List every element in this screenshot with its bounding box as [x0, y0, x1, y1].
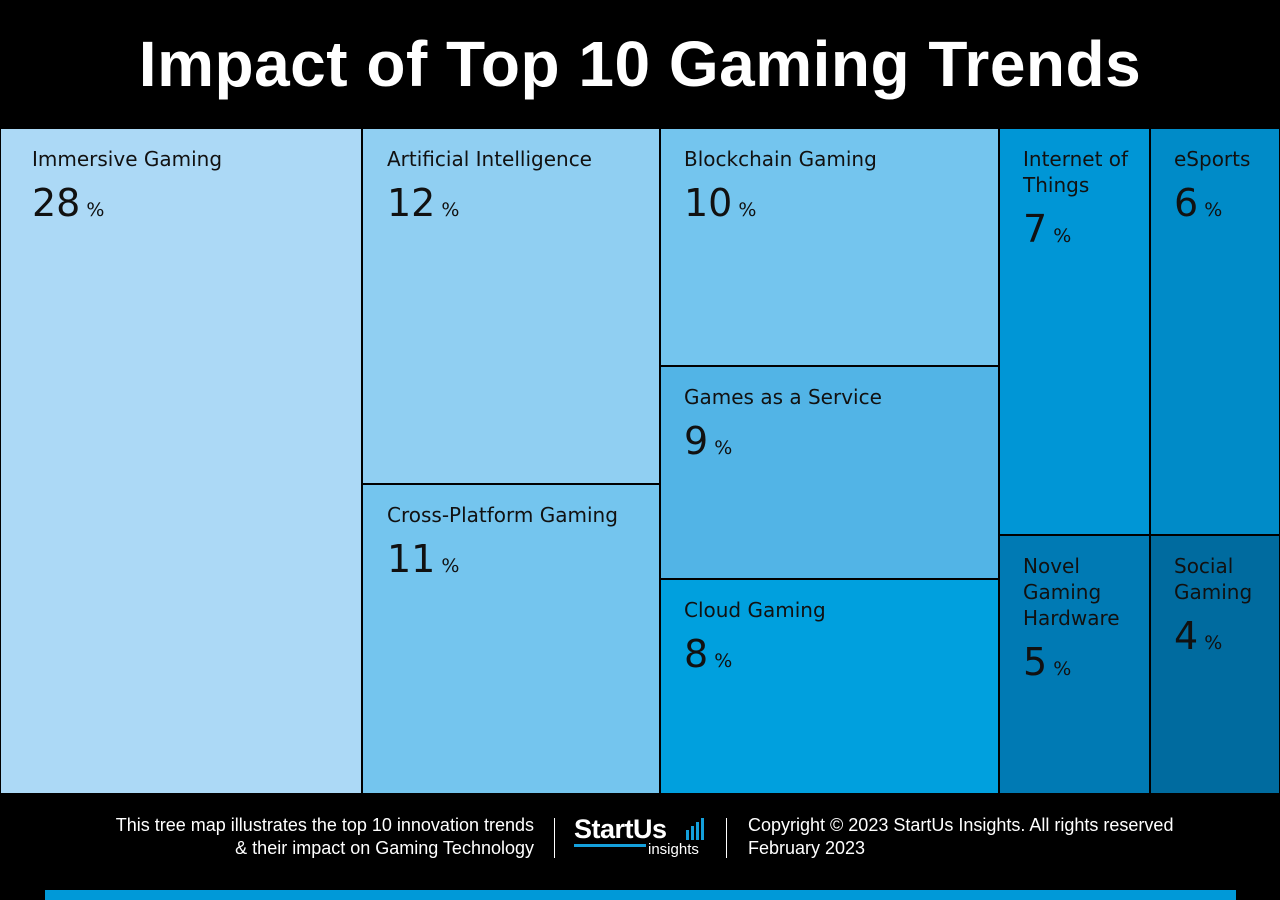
tile-value-number: 12 — [387, 181, 436, 225]
footer-divider-right — [726, 818, 727, 858]
tile-label: Internet of Things — [1023, 147, 1129, 197]
tile-label: Games as a Service — [684, 385, 882, 409]
tile-value: 8% — [684, 632, 732, 676]
treemap-tile-internet-of-things: Internet of Things 7% — [999, 128, 1150, 535]
tile-value: 10% — [684, 181, 756, 225]
tile-label: Blockchain Gaming — [684, 147, 877, 171]
logo-wordmark: StartUs — [574, 814, 667, 844]
footer: This tree map illustrates the top 10 inn… — [0, 794, 1280, 900]
tile-value: 12% — [387, 181, 459, 225]
tile-value-unit: % — [441, 199, 460, 221]
footer-copyright: Copyright © 2023 StartUs Insights. All r… — [748, 814, 1268, 860]
tile-value-unit: % — [1204, 199, 1223, 221]
tile-value-number: 6 — [1174, 181, 1199, 225]
treemap-tile-immersive-gaming: Immersive Gaming 28% — [0, 128, 362, 794]
footer-divider-left — [554, 818, 555, 858]
tile-value-unit: % — [738, 199, 757, 221]
tile-label: Cross-Platform Gaming — [387, 503, 618, 527]
treemap-tile-cross-platform-gaming: Cross-Platform Gaming 11% — [362, 484, 660, 794]
tile-value: 28% — [32, 181, 104, 225]
tile-value: 11% — [387, 537, 459, 581]
logo-underline — [574, 844, 646, 847]
logo-subtext: insights — [648, 841, 699, 858]
tile-value-unit: % — [714, 650, 733, 672]
tile-value: 4% — [1174, 614, 1222, 658]
tile-value-number: 4 — [1174, 614, 1199, 658]
treemap-tile-social-gaming: Social Gaming 4% — [1150, 535, 1280, 794]
tile-value: 9% — [684, 419, 732, 463]
bottom-accent-bar — [45, 890, 1236, 900]
tile-value-number: 28 — [32, 181, 81, 225]
tile-value-number: 8 — [684, 632, 709, 676]
tile-value-number: 11 — [387, 537, 436, 581]
tile-label: eSports — [1174, 147, 1251, 171]
tile-value-unit: % — [1204, 632, 1223, 654]
footer-description-line2: & their impact on Gaming Technology — [235, 838, 534, 858]
tile-label: Immersive Gaming — [32, 147, 223, 171]
tile-value-unit: % — [714, 437, 733, 459]
tile-value-number: 7 — [1023, 207, 1048, 251]
treemap-tile-cloud-gaming: Cloud Gaming 8% — [660, 579, 999, 794]
tile-value-unit: % — [1053, 658, 1072, 680]
treemap-tile-games-as-a-service: Games as a Service 9% — [660, 366, 999, 579]
footer-description-line1: This tree map illustrates the top 10 inn… — [115, 815, 534, 835]
tile-label: Novel Gaming Hardware — [1023, 554, 1120, 630]
tile-label: Cloud Gaming — [684, 598, 826, 622]
tile-value: 6% — [1174, 181, 1222, 225]
treemap-tile-blockchain-gaming: Blockchain Gaming 10% — [660, 128, 999, 366]
footer-description: This tree map illustrates the top 10 inn… — [14, 814, 534, 860]
tile-label: Artificial Intelligence — [387, 147, 592, 171]
tile-value-unit: % — [86, 199, 105, 221]
tile-value: 7% — [1023, 207, 1071, 251]
tile-label: Social Gaming — [1174, 554, 1253, 604]
tile-value-unit: % — [1053, 225, 1072, 247]
tile-value-unit: % — [441, 555, 460, 577]
tile-value: 5% — [1023, 640, 1071, 684]
treemap-tile-novel-gaming-hardware: Novel Gaming Hardware 5% — [999, 535, 1150, 794]
startus-insights-logo[interactable]: StartUs insights — [574, 814, 710, 864]
treemap-tile-esports: eSports 6% — [1150, 128, 1280, 535]
treemap: Immersive Gaming 28% Artificial Intelligen… — [0, 128, 1280, 794]
treemap-tile-artificial-intelligence: Artificial Intelligence 12% — [362, 128, 660, 484]
tile-value-number: 10 — [684, 181, 733, 225]
tile-value-number: 9 — [684, 419, 709, 463]
tile-value-number: 5 — [1023, 640, 1048, 684]
publish-date: February 2023 — [748, 838, 866, 858]
chart-title: Impact of Top 10 Gaming Trends — [138, 28, 1142, 100]
copyright-text: Copyright © 2023 StartUs Insights. All r… — [748, 815, 1174, 835]
bar-chart-icon — [686, 818, 704, 840]
